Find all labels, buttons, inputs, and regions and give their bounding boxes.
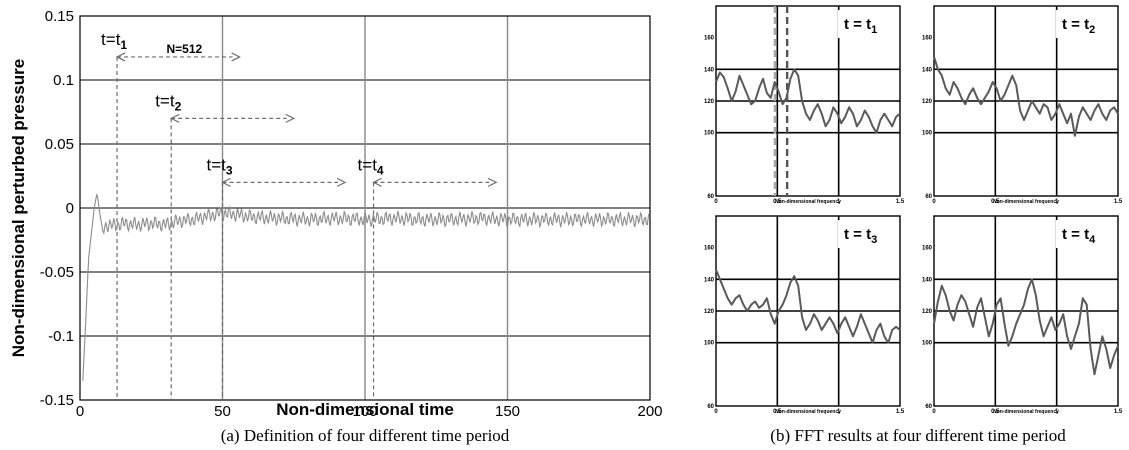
- y-tick-label: 0.1: [53, 72, 74, 89]
- window-size-label: N=512: [166, 42, 202, 56]
- arrow-head-right: [336, 177, 347, 187]
- fft-y-tick-label: 100: [922, 341, 933, 347]
- fft-y-tick-label: 120: [704, 99, 715, 105]
- caption-a: (a) Definition of four different time pe…: [221, 426, 510, 445]
- fft-y-tick-label: 160: [922, 36, 933, 42]
- subplot-label: t = t1: [844, 16, 877, 36]
- fft-y-tick-label: 140: [704, 277, 715, 283]
- fft-y-tick-label: 60: [925, 194, 932, 200]
- fft-y-tick-label: 120: [704, 309, 715, 315]
- fft-x-tick-label: 0: [714, 409, 718, 415]
- fft-x-tick-label: 0: [932, 409, 936, 415]
- fft-x-axis-label: Non-dimensional frequency: [775, 409, 841, 415]
- caption-b: (b) FFT results at four different time p…: [770, 426, 1066, 445]
- fft-x-tick-label: 1.5: [1114, 199, 1123, 205]
- fft-y-tick-label: 60: [707, 404, 714, 410]
- fft-frame: [715, 215, 901, 407]
- fft-x-tick-label: 0.5: [773, 409, 782, 415]
- fft-x-tick-label: 1: [1055, 409, 1059, 415]
- fft-y-tick-label: 140: [704, 67, 715, 73]
- subplot-label: t = t3: [844, 226, 877, 246]
- window-label-t4: t=t4: [358, 155, 384, 177]
- fft-subplot-t1: 160 140 120 100 600 0.5 1 1.5 Non-dimensional fr…: [704, 5, 905, 205]
- grid: [80, 16, 650, 400]
- fft-x-axis-label: Non-dimensional frequency: [993, 199, 1059, 205]
- fft-y-tick-label: 160: [922, 246, 933, 252]
- x-tick-label: 100: [352, 403, 377, 420]
- fft-x-tick-label: 0.5: [991, 409, 1000, 415]
- fft-x-tick-label: 1.5: [1114, 409, 1123, 415]
- fft-spectrum-line: [715, 68, 901, 134]
- window-label-t3: t=t3: [207, 155, 233, 177]
- y-tick-label: 0.15: [45, 8, 74, 25]
- x-tick-label: 200: [637, 403, 662, 420]
- arrow-head-right: [285, 113, 296, 123]
- fft-x-tick-label: 1: [837, 199, 841, 205]
- fft-y-tick-label: 120: [922, 309, 933, 315]
- window-label-t2: t=t2: [155, 91, 181, 113]
- y-tick-label: -0.1: [48, 328, 74, 345]
- x-tick-label: 50: [214, 403, 231, 420]
- fft-subplot-t2: 160 140 120 100 600 0.5 1 1.5 Non-dimensional fr…: [922, 5, 1123, 205]
- fft-y-tick-label: 60: [707, 194, 714, 200]
- subplot-label-bg: [838, 220, 896, 248]
- y-axis-label: Non-dimensional perturbed pressure: [9, 59, 28, 358]
- fft-subplot-t3: 160 140 120 100 600 0.5 1 1.5 Non-dimensional fr…: [704, 215, 905, 415]
- arrow-head-right: [487, 177, 498, 187]
- arrow-head-left: [372, 177, 382, 187]
- fft-x-tick-label: 1: [1055, 199, 1059, 205]
- fft-frame: [933, 215, 1119, 407]
- fft-frame: [933, 5, 1119, 197]
- y-tick-label: 0: [66, 200, 74, 217]
- x-tick-label: 150: [495, 403, 520, 420]
- y-tick-label: -0.15: [40, 392, 74, 409]
- subplot-label-bg: [1056, 10, 1114, 38]
- fft-subplot-t4: 160 140 120 100 600 0.5 1 1.5 Non-dimensional fr…: [922, 215, 1123, 415]
- arrow-head-right: [231, 52, 241, 62]
- fft-x-tick-label: 0: [714, 199, 718, 205]
- fft-spectrum-line: [933, 56, 1119, 137]
- fft-x-tick-label: 1.5: [896, 409, 905, 415]
- plot-frame: [79, 15, 651, 401]
- fft-y-tick-label: 120: [922, 99, 933, 105]
- fft-x-axis-label: Non-dimensional frequency: [993, 409, 1059, 415]
- arrow-head-left: [221, 177, 231, 187]
- arrow-head-left: [115, 52, 126, 62]
- subplot-label-bg: [838, 10, 896, 38]
- fft-x-tick-label: 0: [932, 199, 936, 205]
- fft-x-tick-label: 0.5: [773, 199, 782, 205]
- x-tick-label: 0: [76, 403, 84, 420]
- x-axis-label: Non-dimensional time: [276, 400, 454, 419]
- subplot-label-bg: [1056, 220, 1114, 248]
- y-tick-labels: -0.15 -0.1 -0.05 0 0.05 0.1 0.15: [40, 8, 74, 409]
- fft-x-tick-label: 1: [837, 409, 841, 415]
- fft-x-tick-label: 0.5: [991, 199, 1000, 205]
- y-tick-label: -0.05: [40, 264, 74, 281]
- fft-y-tick-label: 100: [922, 131, 933, 137]
- fft-y-tick-label: 160: [704, 36, 715, 42]
- fft-spectrum-line: [715, 269, 901, 344]
- x-tick-labels: 0 50 100 150 200: [76, 403, 663, 420]
- fft-x-axis-label: Non-dimensional frequency: [775, 199, 841, 205]
- subplot-label: t = t2: [1062, 16, 1095, 36]
- pressure-series-line: [82, 194, 650, 381]
- fft-y-tick-label: 100: [704, 341, 715, 347]
- fft-y-tick-label: 60: [925, 404, 932, 410]
- fft-y-tick-label: 160: [704, 246, 715, 252]
- window-label-t1: t=t1: [101, 30, 127, 52]
- y-tick-label: 0.05: [45, 136, 74, 153]
- arrow-head-left: [169, 113, 180, 123]
- fft-frame: [715, 5, 901, 197]
- window-annotations: t=t1 N=512 t=t2 t=t3 t=t4: [101, 30, 498, 400]
- fft-y-tick-label: 140: [922, 277, 933, 283]
- subplot-label: t = t4: [1062, 226, 1096, 246]
- fft-y-tick-label: 100: [704, 131, 715, 137]
- fft-x-tick-label: 1.5: [896, 199, 905, 205]
- fft-spectrum-line: [933, 278, 1119, 376]
- fft-y-tick-label: 140: [922, 67, 933, 73]
